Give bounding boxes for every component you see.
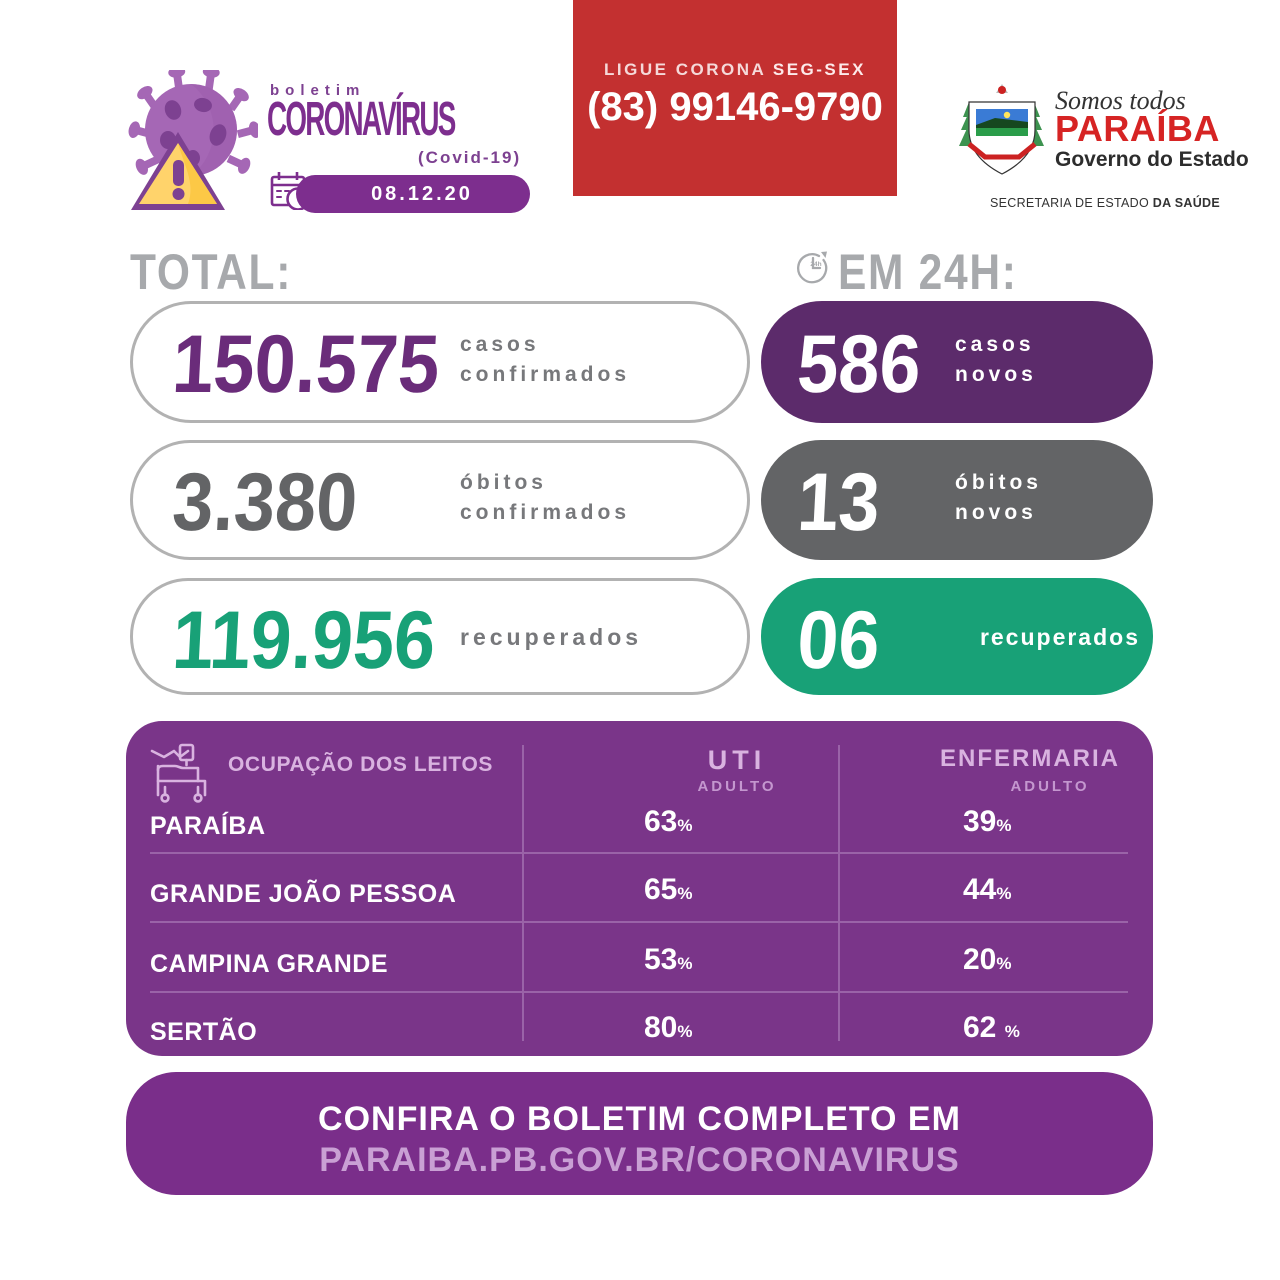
svg-text:24h: 24h xyxy=(810,261,821,268)
